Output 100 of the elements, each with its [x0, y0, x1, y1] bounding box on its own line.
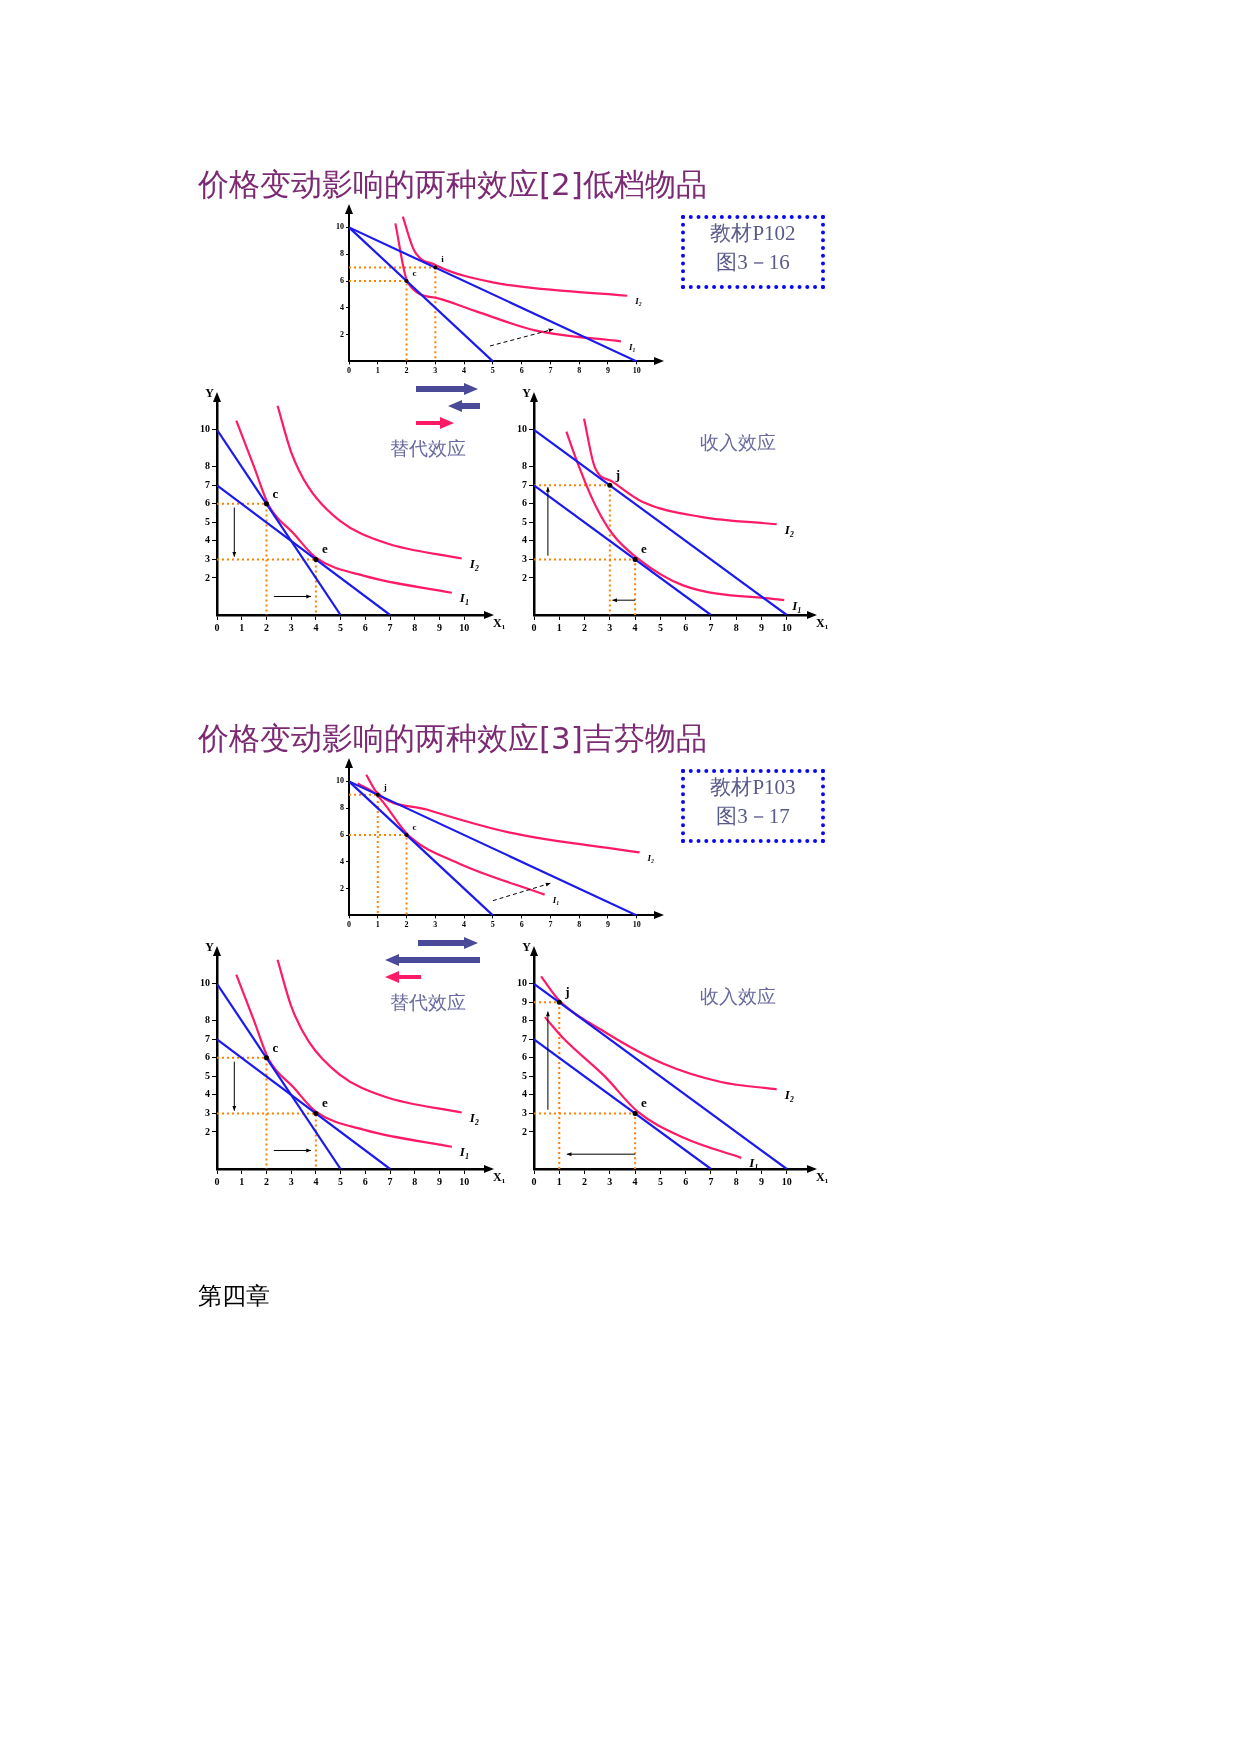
text: 教材P102 图3－16 — [681, 215, 825, 289]
x-tick-label: 5 — [490, 366, 495, 376]
x-tick-label: 2 — [263, 1175, 269, 1187]
y-tick-label: 6 — [340, 276, 344, 286]
series-label: I₁ — [458, 590, 470, 606]
text: 第四章 — [198, 1282, 270, 1311]
x-tick-label: 0 — [347, 920, 351, 930]
x-tick-label: 0 — [214, 621, 220, 633]
x-tick-label: 4 — [313, 621, 319, 633]
y-tick-label: 6 — [340, 830, 344, 840]
y-tick-label: 8 — [340, 249, 344, 259]
y-tick-label: 5 — [205, 515, 210, 527]
annotation: 收入效应 — [700, 984, 776, 1009]
y-tick-label: 2 — [205, 1125, 210, 1137]
x-tick-label: 6 — [683, 621, 689, 633]
x-tick-label: 7 — [387, 621, 393, 633]
x-axis-title: X₁ — [816, 1170, 829, 1185]
x-tick-label: 5 — [490, 920, 495, 930]
x-tick-label: 10 — [632, 920, 641, 930]
y-axis-title: Y — [522, 386, 532, 401]
y-tick-label: 9 — [522, 995, 527, 1007]
y-tick-label: 7 — [522, 478, 527, 490]
y-tick-label: 8 — [522, 1014, 527, 1026]
x-tick-label: 3 — [433, 920, 438, 930]
y-tick-label: 8 — [522, 460, 527, 472]
y-tick-label: 8 — [205, 460, 210, 472]
x-tick-label: 8 — [733, 1175, 739, 1187]
x-tick-label: 8 — [412, 1175, 418, 1187]
y-tick-label: 7 — [522, 1032, 527, 1044]
y-tick-label: 6 — [522, 497, 527, 509]
x-tick-label: 0 — [214, 1175, 220, 1187]
x-tick-label: 1 — [239, 1175, 245, 1187]
x-tick-label: 4 — [313, 1175, 319, 1187]
x-tick-label: 2 — [582, 621, 588, 633]
annotation: e — [321, 1095, 328, 1111]
x-tick-label: 3 — [607, 1175, 613, 1187]
y-tick-label: 3 — [205, 1107, 210, 1119]
x-tick-label: 10 — [781, 1175, 792, 1187]
x-tick-label: 6 — [683, 1175, 689, 1187]
chart-title: 价格变动影响的两种效应[2]低档物品 — [198, 165, 707, 204]
y-tick-label: 10 — [336, 776, 344, 786]
x-tick-label: 2 — [404, 920, 409, 930]
series-label: I₂ — [646, 852, 655, 863]
series-label: I₂ — [468, 555, 480, 571]
y-tick-label: 3 — [522, 1107, 527, 1119]
x-tick-label: 9 — [437, 621, 442, 633]
y-axis-title: Y — [205, 940, 215, 955]
x-tick-label: 9 — [759, 1175, 764, 1187]
x-tick-label: 9 — [437, 1175, 442, 1187]
annotation: e — [641, 541, 648, 557]
annotation: c — [412, 821, 417, 832]
annotation: 替代效应 — [390, 436, 466, 461]
y-tick-label: 5 — [522, 1069, 527, 1081]
series-label: I₁ — [551, 894, 560, 905]
x-tick-label: 9 — [605, 366, 610, 376]
x-tick-label: 1 — [375, 366, 380, 376]
annotation: e — [641, 1095, 648, 1111]
series-label: I₂ — [634, 296, 642, 307]
annotation: c — [272, 485, 279, 501]
x-tick-label: 7 — [548, 366, 553, 376]
x-tick-label: 3 — [288, 1175, 294, 1187]
x-tick-label: 8 — [733, 621, 739, 633]
x-tick-label: 7 — [708, 621, 714, 633]
x-tick-label: 5 — [657, 621, 663, 633]
y-tick-label: 8 — [340, 803, 344, 813]
x-tick-label: 1 — [239, 621, 245, 633]
x-tick-label: 7 — [387, 1175, 393, 1187]
series-label: I₁ — [791, 597, 802, 613]
y-axis-title: Y — [205, 386, 215, 401]
x-tick-label: 5 — [657, 1175, 663, 1187]
annotation: i — [441, 254, 445, 265]
annotation: j — [614, 467, 621, 483]
x-tick-label: 9 — [605, 920, 610, 930]
x-tick-label: 4 — [462, 366, 467, 376]
y-tick-label: 2 — [340, 329, 344, 339]
x-tick-label: 4 — [632, 1175, 638, 1187]
x-tick-label: 3 — [433, 366, 438, 376]
x-tick-label: 4 — [462, 920, 467, 930]
x-tick-label: 10 — [632, 366, 641, 376]
x-tick-label: 10 — [459, 621, 470, 633]
series-label: I₁ — [627, 341, 636, 352]
x-axis-title: X₁ — [493, 616, 506, 631]
x-tick-label: 2 — [582, 1175, 588, 1187]
y-tick-label: 10 — [336, 222, 344, 232]
y-tick-label: 4 — [522, 534, 527, 546]
chart-title: 价格变动影响的两种效应[3]吉芬物品 — [198, 719, 707, 758]
x-tick-label: 1 — [556, 621, 562, 633]
y-tick-label: 7 — [205, 1032, 210, 1044]
annotation: e — [321, 541, 328, 557]
x-tick-label: 8 — [412, 621, 418, 633]
x-axis-title: X₁ — [816, 616, 829, 631]
y-tick-label: 6 — [205, 1051, 210, 1063]
y-tick-label: 2 — [522, 571, 527, 583]
y-tick-label: 6 — [522, 1051, 527, 1063]
y-tick-label: 2 — [205, 571, 210, 583]
y-tick-label: 10 — [200, 977, 210, 989]
y-axis-title: Y — [522, 940, 532, 955]
y-tick-label: 10 — [517, 977, 527, 989]
y-tick-label: 2 — [340, 883, 344, 893]
annotation: c — [412, 267, 417, 278]
